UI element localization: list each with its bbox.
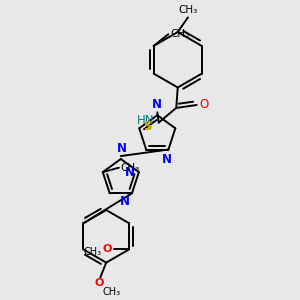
Text: N: N xyxy=(152,98,162,111)
Text: CH₃: CH₃ xyxy=(171,29,190,39)
Text: CH₃: CH₃ xyxy=(102,287,121,297)
Text: N: N xyxy=(125,166,135,178)
Text: N: N xyxy=(120,195,130,208)
Text: N: N xyxy=(162,153,172,166)
Text: N: N xyxy=(116,142,126,155)
Text: O: O xyxy=(94,278,104,288)
Text: O: O xyxy=(200,98,209,112)
Text: HN: HN xyxy=(137,114,154,127)
Text: S: S xyxy=(143,120,151,134)
Text: CH₃: CH₃ xyxy=(178,5,198,15)
Text: CH₃: CH₃ xyxy=(84,248,102,257)
Text: O: O xyxy=(103,244,112,254)
Text: CH₃: CH₃ xyxy=(121,163,140,173)
